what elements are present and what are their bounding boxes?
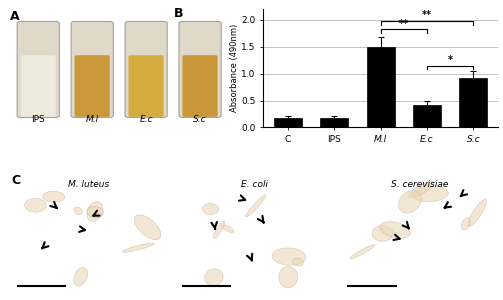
Bar <box>367 47 394 128</box>
Bar <box>413 105 441 128</box>
Ellipse shape <box>350 244 375 259</box>
Text: **: ** <box>422 10 432 20</box>
Text: E. coli: E. coli <box>240 180 268 189</box>
Bar <box>320 118 348 128</box>
Ellipse shape <box>87 202 103 221</box>
Text: M.l: M.l <box>86 115 99 124</box>
Ellipse shape <box>398 191 421 213</box>
Text: **: ** <box>399 19 409 29</box>
Ellipse shape <box>74 267 88 286</box>
Ellipse shape <box>412 186 448 202</box>
Ellipse shape <box>202 203 218 214</box>
FancyBboxPatch shape <box>21 55 56 117</box>
Ellipse shape <box>74 207 82 214</box>
Ellipse shape <box>134 215 161 240</box>
FancyBboxPatch shape <box>183 55 218 117</box>
Text: S.c: S.c <box>193 115 207 124</box>
Ellipse shape <box>43 191 65 202</box>
Text: E.c: E.c <box>139 115 153 124</box>
Ellipse shape <box>25 198 46 212</box>
FancyBboxPatch shape <box>74 55 110 117</box>
Ellipse shape <box>213 221 225 238</box>
Ellipse shape <box>293 258 303 266</box>
Bar <box>460 78 487 128</box>
Text: M. luteus: M. luteus <box>68 180 109 189</box>
Text: S. cerevisiae: S. cerevisiae <box>391 180 448 189</box>
Ellipse shape <box>245 195 266 217</box>
Text: A: A <box>10 10 20 23</box>
Bar <box>274 118 302 128</box>
Text: *: * <box>448 55 453 65</box>
Ellipse shape <box>380 222 410 238</box>
Ellipse shape <box>279 267 298 288</box>
FancyBboxPatch shape <box>129 55 163 117</box>
FancyBboxPatch shape <box>71 21 113 117</box>
Text: IPS: IPS <box>31 115 45 124</box>
Ellipse shape <box>372 226 393 242</box>
Ellipse shape <box>222 225 234 233</box>
FancyBboxPatch shape <box>17 21 59 117</box>
Ellipse shape <box>87 206 104 218</box>
Text: C: C <box>12 174 21 187</box>
FancyBboxPatch shape <box>179 21 221 117</box>
Ellipse shape <box>468 199 486 226</box>
Ellipse shape <box>204 269 223 286</box>
Text: B: B <box>174 7 184 20</box>
Ellipse shape <box>122 243 154 252</box>
Ellipse shape <box>272 248 306 265</box>
Y-axis label: Absorbance (490nm): Absorbance (490nm) <box>229 24 238 112</box>
FancyBboxPatch shape <box>125 21 167 117</box>
Ellipse shape <box>409 181 434 198</box>
Ellipse shape <box>461 218 470 230</box>
